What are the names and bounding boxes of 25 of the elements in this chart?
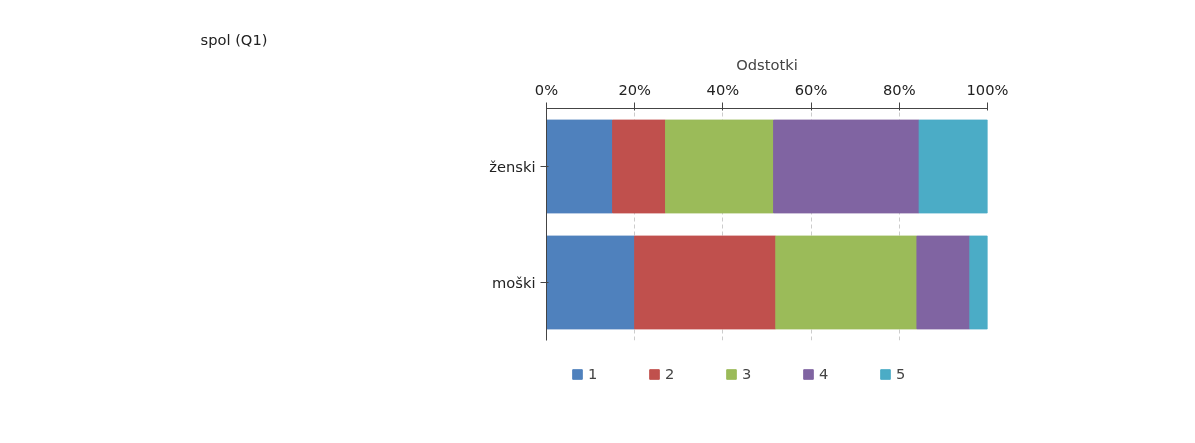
x-tick-label: 20% [618, 80, 652, 98]
x-tick-label: 80% [883, 80, 916, 98]
x-tick-label: 100% [966, 80, 1009, 98]
legend-label: 5 [896, 365, 907, 382]
y-tick-label: moški [492, 274, 536, 291]
bar [969, 235, 988, 330]
x-axis-title: Odstotki [736, 55, 798, 73]
text: spol (Q1) [200, 30, 268, 48]
bar [775, 235, 918, 330]
bar [546, 119, 614, 214]
legend-label: 2 [665, 365, 676, 382]
legend-label: 1 [588, 365, 599, 382]
bar [612, 119, 667, 214]
bar [916, 235, 971, 330]
x-tick-label: 40% [706, 80, 740, 98]
x-tick-label: 0% [534, 80, 559, 98]
legend-label: 3 [742, 365, 753, 382]
bar [634, 235, 777, 330]
bar [546, 235, 636, 330]
x-tick-label: 60% [794, 80, 828, 98]
bar [918, 119, 988, 214]
bar [773, 119, 920, 214]
legend-label: 4 [819, 365, 830, 382]
y-tick-label: ženski [489, 158, 536, 175]
bar [665, 119, 775, 214]
